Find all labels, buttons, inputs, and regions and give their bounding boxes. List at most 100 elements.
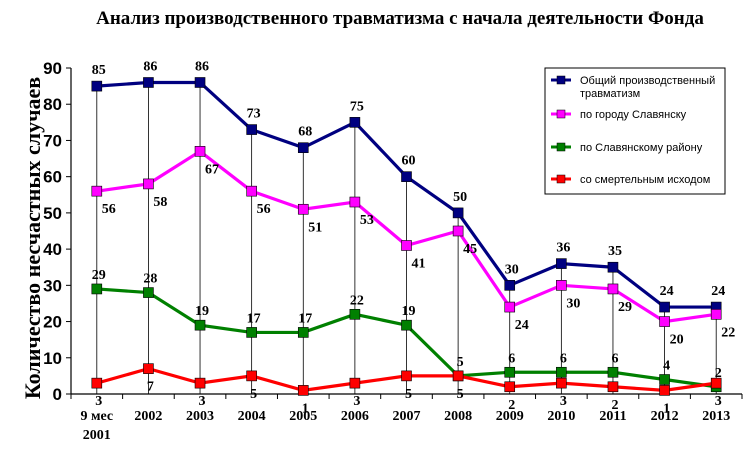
data-label: 5 [405, 387, 412, 402]
x-tick-label: 2006 [341, 409, 369, 424]
data-point [607, 381, 619, 393]
data-label: 67 [205, 162, 219, 177]
data-point [659, 374, 670, 385]
data-point [246, 124, 257, 135]
data-point [349, 196, 361, 208]
data-point [349, 309, 361, 320]
data-label: 53 [360, 213, 374, 228]
data-label: 73 [247, 107, 261, 122]
data-label: 17 [298, 311, 312, 326]
data-point [504, 280, 516, 291]
x-tick-label: 2004 [238, 409, 266, 424]
x-tick-label: 2011 [599, 409, 626, 424]
legend-swatch-marker [556, 174, 566, 184]
data-point [349, 377, 361, 389]
data-point [194, 146, 206, 157]
x-tick-label: 2005 [289, 409, 317, 424]
data-point [504, 366, 516, 378]
legend-label: Общий производственный травматизм [580, 75, 715, 100]
data-label: 41 [412, 256, 426, 271]
data-point [194, 77, 206, 88]
y-axis-label: Количество несчастных случаев [20, 77, 45, 399]
data-point [659, 301, 670, 313]
legend-swatch-marker [556, 142, 566, 152]
data-label: 22 [721, 325, 735, 340]
legend-swatch-marker [556, 109, 566, 119]
data-point [556, 377, 567, 389]
data-label: 45 [463, 242, 477, 257]
data-label: 19 [195, 304, 209, 319]
data-point [659, 385, 670, 396]
data-label: 5 [457, 355, 464, 370]
data-label: 30 [566, 296, 580, 311]
data-label: 24 [515, 318, 529, 333]
y-tick-label: 60 [43, 168, 62, 187]
y-tick-label: 30 [43, 276, 62, 295]
data-label: 75 [350, 99, 364, 114]
data-point [710, 309, 722, 320]
x-tick-label: 2012 [651, 409, 679, 424]
data-label: 6 [560, 351, 567, 366]
data-label: 56 [257, 202, 271, 217]
data-point [246, 370, 257, 382]
legend-label: по Славянскому району [580, 142, 703, 154]
data-point [143, 178, 154, 190]
data-point [297, 327, 309, 338]
data-point [504, 301, 516, 313]
data-point [452, 207, 464, 219]
x-tick-label: 2008 [444, 409, 472, 424]
data-label: 3 [560, 394, 567, 409]
legend-label: по городу Славянску [580, 109, 687, 121]
data-point [504, 381, 516, 393]
data-label: 7 [147, 380, 154, 395]
data-label: 5 [250, 387, 257, 402]
data-point [452, 225, 464, 237]
data-point [349, 117, 361, 128]
y-tick-label: 80 [43, 95, 62, 114]
y-tick-label: 0 [53, 385, 62, 404]
data-label: 30 [505, 262, 519, 277]
data-label: 29 [92, 268, 106, 283]
data-point [607, 366, 619, 378]
x-tick-label: 2003 [186, 409, 214, 424]
data-point [143, 287, 154, 298]
data-point [659, 316, 670, 327]
legend-box [544, 67, 726, 195]
legend: Общий производственный травматизм по город… [544, 67, 726, 195]
data-label: 29 [618, 300, 632, 315]
x-tick-label: 2002 [134, 409, 162, 424]
data-label: 3 [715, 394, 722, 409]
data-point [607, 261, 619, 273]
plot-area: 0 10 20 30 40 50 60 70 80 90 9 мес 2001 2002 2003 2004… [43, 59, 743, 443]
legend-label: со смертельным исходом [580, 174, 710, 186]
data-point [246, 185, 257, 197]
data-label: 20 [670, 333, 684, 348]
data-point [143, 363, 154, 374]
data-point [607, 283, 619, 295]
x-tick-label: 2009 [496, 409, 524, 424]
data-point [556, 366, 567, 378]
data-point [91, 185, 103, 197]
data-point [556, 280, 567, 291]
x-tick-label: 2010 [547, 409, 575, 424]
data-label: 56 [102, 202, 116, 217]
data-label: 24 [711, 284, 725, 299]
data-label: 86 [143, 59, 157, 74]
data-point [452, 370, 464, 382]
legend-swatch-marker [556, 75, 566, 85]
data-point [556, 258, 567, 269]
data-label: 1 [302, 401, 309, 416]
data-label: 6 [508, 351, 515, 366]
data-point [91, 80, 103, 92]
chart-title: Анализ производственного травматизма с н… [96, 8, 704, 29]
x-tick-label: 2007 [393, 409, 421, 424]
data-point [297, 385, 309, 396]
data-label: 2 [715, 366, 722, 381]
x-tick-label: 2013 [702, 409, 730, 424]
data-label: 50 [453, 190, 467, 205]
data-label: 3 [353, 394, 360, 409]
data-label: 2 [611, 398, 618, 413]
data-label: 1 [663, 401, 670, 416]
data-label: 2 [508, 398, 515, 413]
